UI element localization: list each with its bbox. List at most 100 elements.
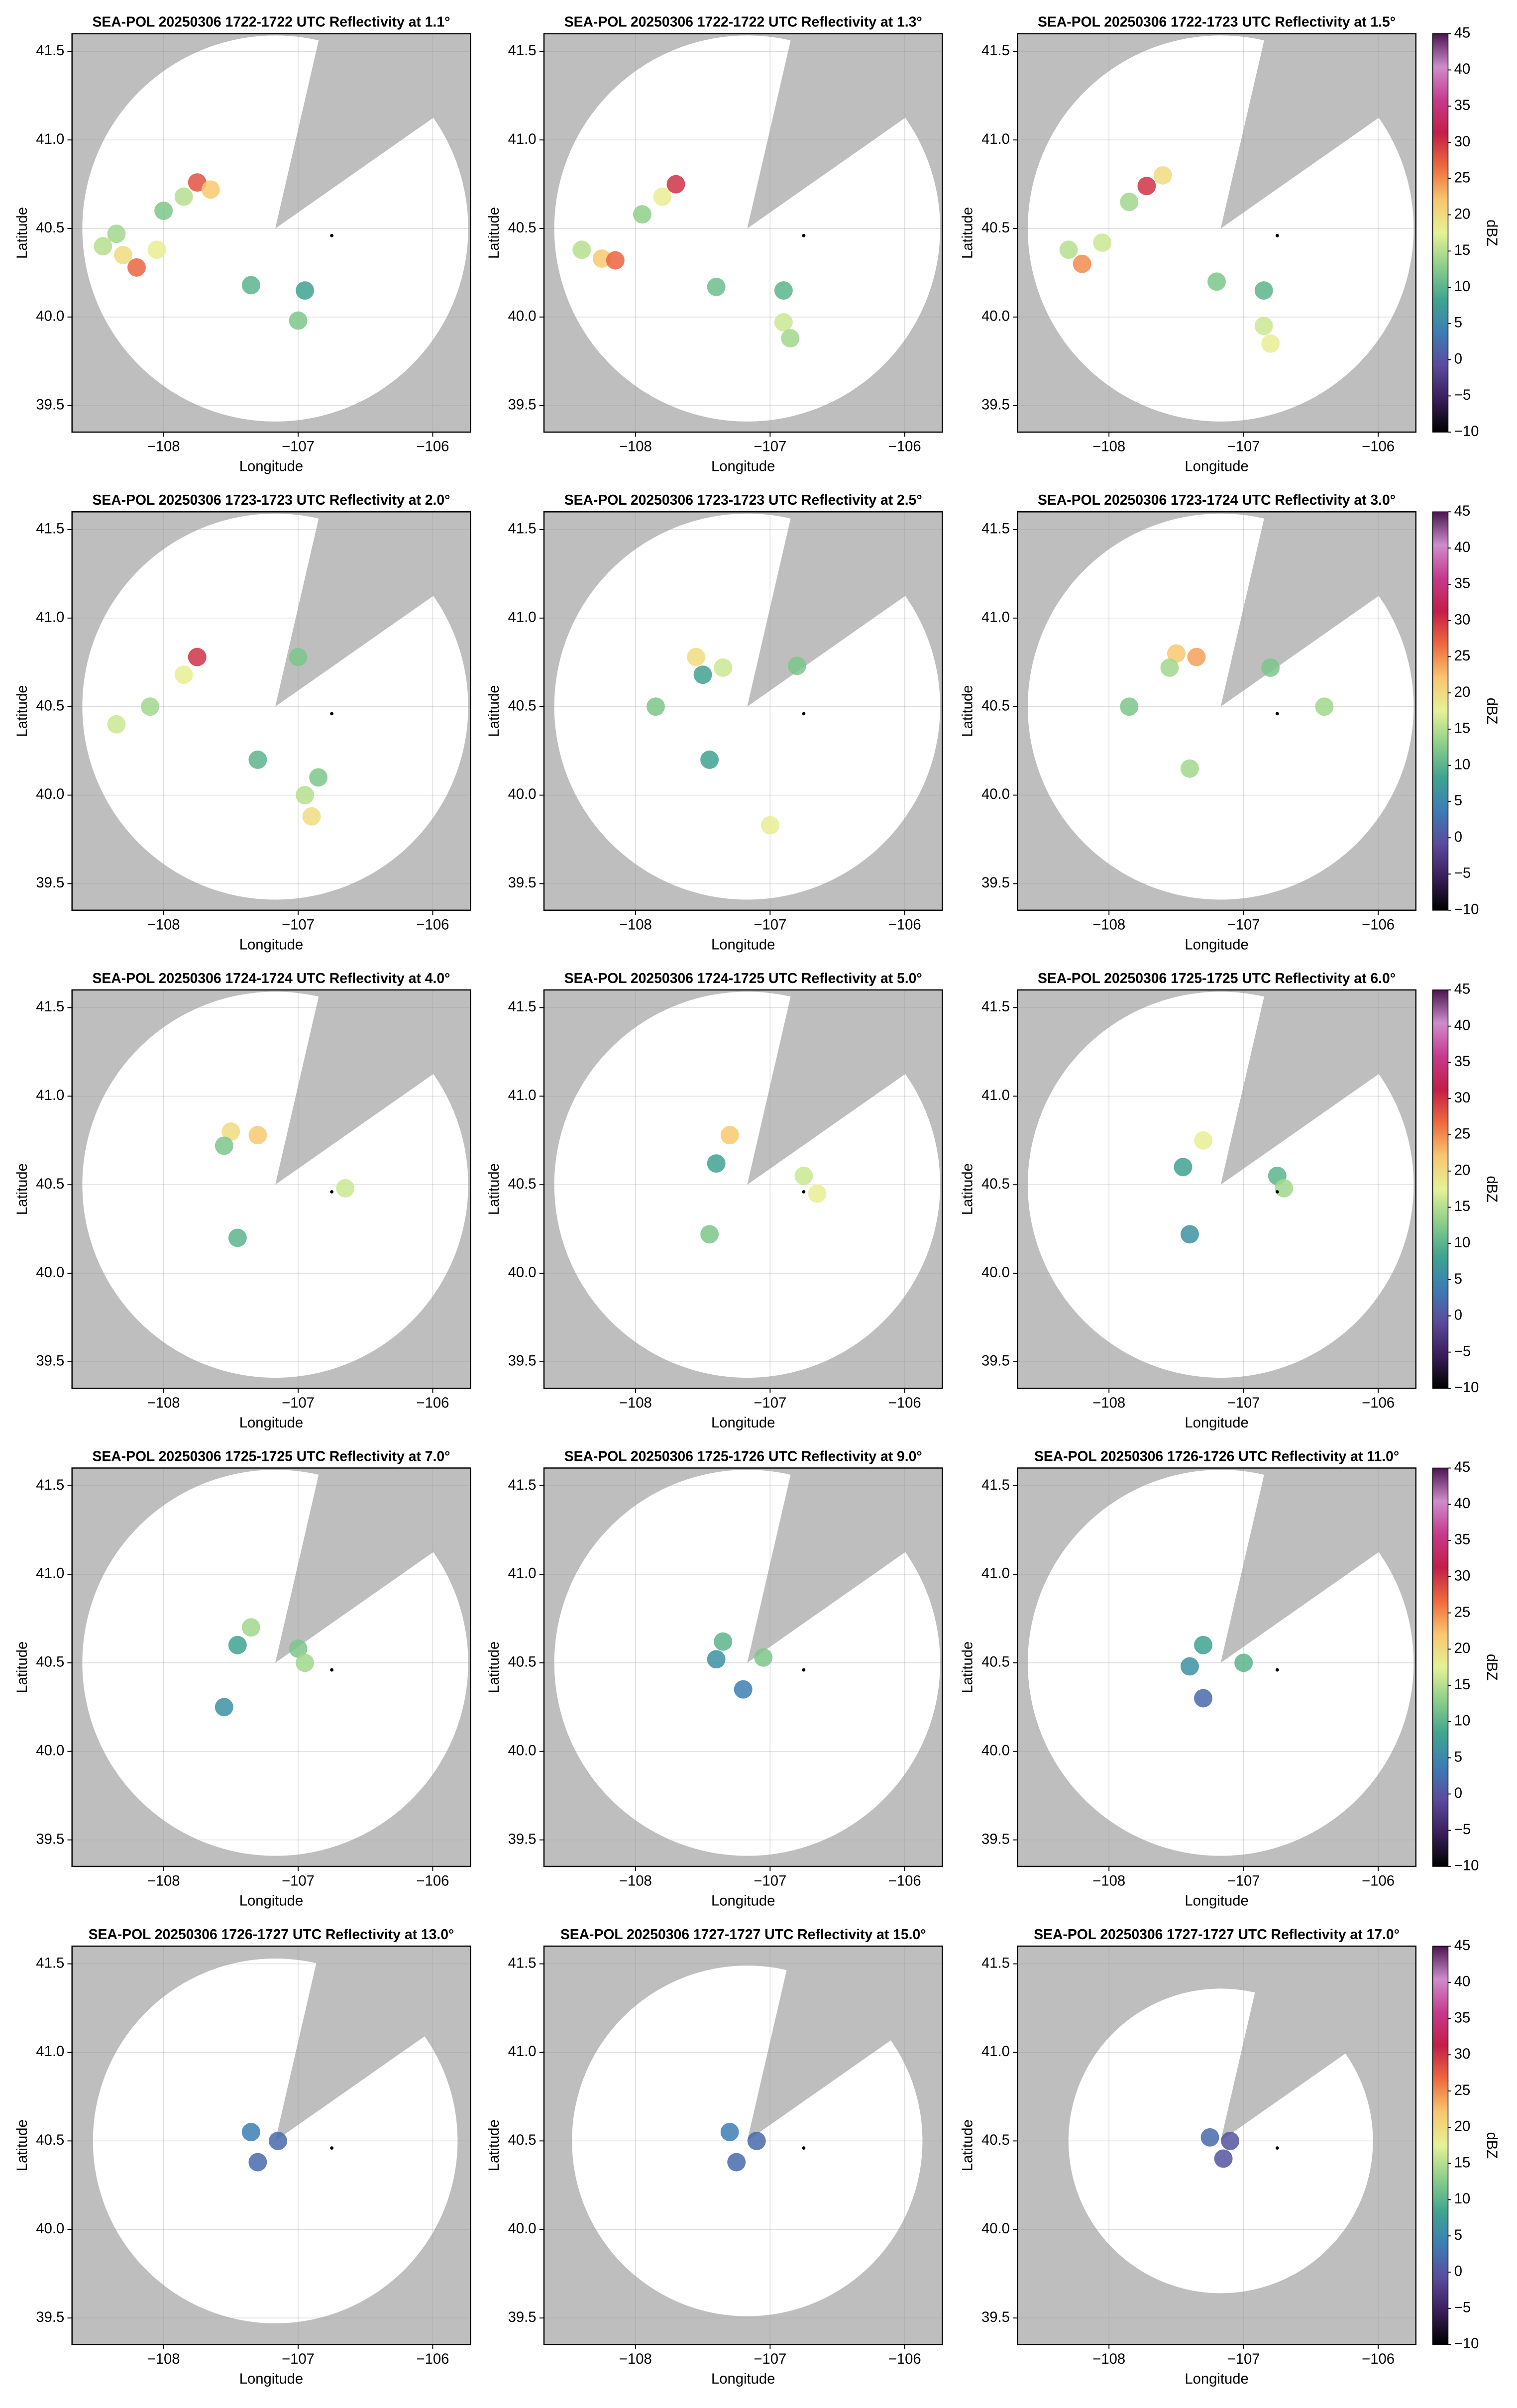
- y-tick-label: 40.5: [981, 698, 1010, 714]
- panel: −108 −107 −106 39.5 40.0 40.5 41.0 41.5 SEA-POL …: [486, 14, 943, 475]
- echo: [700, 1225, 719, 1244]
- x-tick-label: −108: [1092, 439, 1125, 455]
- echo: [296, 786, 315, 805]
- echo: [760, 816, 779, 835]
- x-axis-label: Longitude: [239, 459, 303, 475]
- y-tick-label: 40.0: [508, 786, 537, 802]
- y-tick-label: 39.5: [36, 397, 64, 413]
- colorbar-tick-label: 40: [1454, 1017, 1471, 1033]
- axes-frame: [71, 1945, 471, 2345]
- chart-title: SEA-POL 20250306 1722-1722 UTC Reflectiv…: [564, 14, 922, 30]
- y-axis-label: Latitude: [14, 207, 30, 259]
- y-tick-label: 41.0: [36, 1088, 64, 1103]
- echo: [754, 1648, 773, 1667]
- radar-coverage: [572, 1966, 923, 2316]
- axes-frame: [543, 511, 943, 911]
- y-tick-label: 41.0: [981, 1088, 1010, 1103]
- colorbar: [1432, 33, 1449, 433]
- x-tick-label: −107: [282, 439, 315, 455]
- radar-coverage: [82, 513, 468, 900]
- colorbar-tick-label: 25: [1454, 2082, 1471, 2098]
- site-marker: [1275, 1668, 1279, 1672]
- colorbar-tick-label: 15: [1454, 1199, 1471, 1214]
- colorbar-tick-label: 5: [1454, 2227, 1462, 2243]
- plot-area: [543, 989, 943, 1389]
- x-tick-label: −108: [619, 2351, 652, 2367]
- echo: [248, 750, 267, 769]
- echo: [289, 1639, 308, 1658]
- y-axis-label: Latitude: [14, 1642, 30, 1693]
- panel: −108 −107 −106 39.5 40.0 40.5 41.0 41.5 SEA-POL …: [960, 1927, 1500, 2387]
- colorbar-label: dBZ: [1484, 1176, 1500, 1203]
- colorbar-tick-label: 25: [1454, 648, 1471, 664]
- y-tick-label: 39.5: [36, 2309, 64, 2325]
- echo: [248, 2153, 267, 2172]
- x-tick-label: −108: [1092, 1395, 1125, 1411]
- x-tick-label: −108: [619, 1395, 652, 1411]
- axes-frame: [1017, 1467, 1417, 1867]
- echo: [1120, 697, 1139, 716]
- site-marker: [1275, 233, 1279, 237]
- y-tick-label: 39.5: [508, 2309, 537, 2325]
- echo: [154, 202, 173, 220]
- echo: [289, 648, 308, 666]
- y-tick-label: 40.0: [508, 1743, 537, 1758]
- echo: [107, 715, 126, 734]
- x-tick-label: −107: [282, 1873, 315, 1889]
- plot-area: [543, 1946, 943, 2345]
- y-axis-label: Latitude: [486, 207, 502, 259]
- echo: [707, 1154, 726, 1173]
- colorbar-tick-label: 10: [1454, 279, 1471, 295]
- x-tick-label: −107: [282, 1395, 315, 1411]
- y-tick-label: 41.0: [981, 2044, 1010, 2060]
- chart-title: SEA-POL 20250306 1725-1726 UTC Reflectiv…: [564, 1448, 922, 1464]
- echo: [1180, 1225, 1199, 1244]
- y-tick-label: 39.5: [981, 1353, 1010, 1369]
- echo: [1073, 254, 1091, 273]
- x-tick-label: −106: [1362, 1395, 1395, 1411]
- y-axis-label: Latitude: [960, 1163, 976, 1215]
- site-marker: [802, 1190, 806, 1194]
- echo: [1120, 193, 1139, 212]
- colorbar-tick-label: −10: [1454, 424, 1479, 439]
- site-marker: [330, 1668, 334, 1672]
- y-tick-label: 40.5: [981, 1176, 1010, 1192]
- y-tick-label: 40.0: [508, 1265, 537, 1281]
- y-tick-label: 41.0: [508, 609, 537, 625]
- radar-coverage: [1028, 513, 1414, 900]
- colorbar-tick-label: 30: [1454, 134, 1471, 150]
- y-tick-label: 39.5: [981, 1831, 1010, 1847]
- x-tick-label: −107: [754, 917, 786, 933]
- y-tick-label: 41.5: [508, 1477, 537, 1493]
- y-tick-label: 40.0: [981, 1743, 1010, 1758]
- radar-coverage: [82, 1470, 468, 1856]
- echo: [1187, 648, 1206, 666]
- y-axis-label: Latitude: [960, 1642, 976, 1693]
- y-tick-label: 40.5: [508, 1176, 537, 1192]
- axes-frame: [1017, 33, 1417, 433]
- colorbar-tick-label: 35: [1454, 2010, 1471, 2026]
- x-axis-label: Longitude: [1185, 937, 1248, 953]
- y-tick-label: 39.5: [508, 1353, 537, 1369]
- panel: −108 −107 −106 39.5 40.0 40.5 41.0 41.5 SEA-POL …: [486, 492, 943, 953]
- colorbar-tick-label: 20: [1454, 2119, 1471, 2135]
- axes-frame: [71, 1467, 471, 1867]
- x-tick-label: −106: [888, 2351, 921, 2367]
- colorbar-tick-label: 0: [1454, 1785, 1462, 1801]
- colorbar-tick-label: 30: [1454, 1568, 1471, 1584]
- colorbar-tick-label: 45: [1454, 25, 1471, 41]
- chart-title: SEA-POL 20250306 1722-1722 UTC Reflectiv…: [92, 14, 450, 30]
- colorbar-label: dBZ: [1484, 698, 1500, 725]
- echo: [1160, 658, 1179, 677]
- colorbar-tick-label: 40: [1454, 1974, 1471, 1990]
- echo: [1214, 2149, 1233, 2168]
- y-tick-label: 41.5: [508, 43, 537, 59]
- plot-area: [72, 1468, 471, 1866]
- axes-frame: [543, 1467, 943, 1867]
- y-tick-label: 40.5: [36, 1176, 64, 1192]
- chart-title: SEA-POL 20250306 1724-1725 UTC Reflectiv…: [564, 971, 922, 986]
- axes-frame: [543, 1945, 943, 2345]
- x-tick-label: −107: [754, 1395, 786, 1411]
- x-axis-label: Longitude: [1185, 459, 1248, 475]
- y-tick-label: 41.0: [981, 1566, 1010, 1582]
